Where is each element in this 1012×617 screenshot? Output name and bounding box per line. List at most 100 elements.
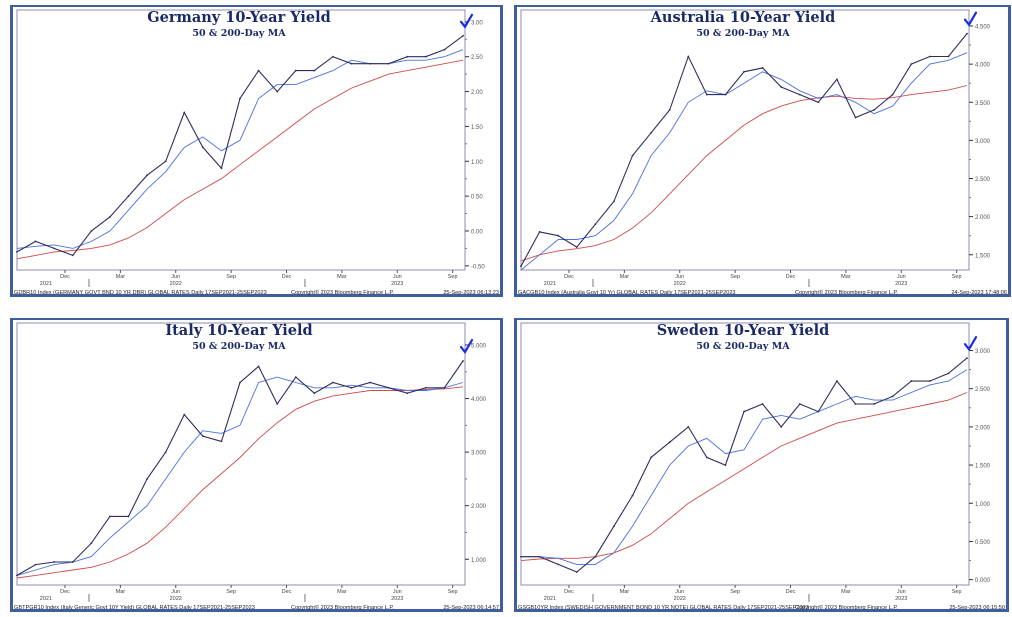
x-tick-label: Mar — [841, 274, 851, 280]
data-point — [557, 234, 560, 237]
chart-title: Sweden 10-Year Yield — [656, 322, 830, 339]
y-tick-label: 1.00 — [471, 160, 483, 166]
data-point — [294, 376, 297, 379]
y-tick-label: 2.00 — [471, 90, 483, 96]
x-tick-label: Dec — [282, 589, 292, 595]
data-point — [239, 381, 241, 384]
y-tick-label: -0.50 — [471, 264, 485, 270]
x-tick-label: Mar — [337, 274, 347, 280]
data-point — [109, 216, 111, 218]
data-point — [34, 240, 37, 243]
data-point — [928, 380, 931, 382]
y-tick-label: 4.000 — [471, 397, 487, 403]
footer-copyright: Copyright© 2023 Bloomberg Finance L.P. — [795, 289, 898, 296]
data-point — [90, 230, 93, 232]
x-tick-label: Jun — [393, 274, 402, 280]
data-point — [538, 230, 541, 233]
x-year-label: 2023 — [895, 281, 907, 287]
checkmark-icon — [963, 11, 978, 27]
x-tick-label: Sep — [226, 589, 236, 595]
x-tick-label: Mar — [620, 589, 630, 595]
data-point — [313, 69, 316, 72]
data-point — [724, 93, 727, 96]
x-tick-label: Dec — [60, 274, 70, 280]
data-point — [594, 555, 597, 558]
chart-panel-sweden: Sweden 10-Year Yield 50 & 200-Day MA 3.0… — [514, 318, 1009, 612]
y-tick-label: 1.000 — [975, 502, 991, 508]
x-tick-label: Dec — [282, 274, 292, 280]
x-tick-label: Sep — [226, 274, 236, 280]
data-point — [16, 250, 18, 253]
data-point — [350, 62, 353, 65]
series-200-day-ma — [520, 392, 968, 562]
series-yield — [521, 357, 968, 573]
y-tick-label: 2.000 — [471, 504, 487, 510]
chart-title: Germany 10-Year Yield — [147, 9, 331, 26]
data-point — [910, 63, 913, 66]
data-point — [239, 97, 241, 100]
data-point — [220, 440, 223, 443]
data-point — [220, 167, 223, 170]
data-point — [613, 525, 615, 528]
y-tick-label: 3.00 — [471, 20, 483, 26]
data-point — [183, 111, 186, 114]
y-tick-label: 2.500 — [975, 177, 991, 183]
data-point — [520, 265, 522, 268]
data-point — [146, 174, 148, 177]
data-point — [369, 381, 371, 384]
data-point — [257, 69, 260, 72]
data-point — [966, 32, 968, 35]
y-tick-label: 4.000 — [975, 63, 991, 69]
data-point — [127, 515, 130, 518]
chart-subtitle: 50 & 200-Day MA — [192, 341, 286, 352]
data-point — [276, 90, 279, 93]
data-point — [836, 78, 838, 81]
chart-panel-italy: Italy 10-Year Yield 50 & 200-Day MA 5.00… — [10, 318, 503, 612]
data-point — [406, 392, 409, 395]
data-point — [575, 246, 578, 249]
data-point — [817, 101, 820, 104]
data-point — [350, 386, 353, 389]
y-tick-label: 3.500 — [975, 101, 991, 107]
y-tick-label: 2.50 — [471, 55, 483, 61]
data-point — [743, 410, 745, 413]
data-point — [90, 542, 93, 545]
data-point — [873, 403, 875, 405]
data-point — [443, 386, 446, 389]
data-point — [53, 247, 56, 250]
data-point — [761, 67, 764, 69]
x-tick-label: Mar — [116, 274, 126, 280]
x-year-label: 2021 — [544, 281, 556, 287]
y-tick-label: 2.500 — [975, 387, 991, 393]
data-point — [520, 555, 522, 558]
data-point — [276, 403, 279, 405]
plot-area — [16, 9, 466, 271]
footer-timestamp: 25-Sep-2023 06:13:23 — [443, 290, 499, 296]
chart-germany: 3.00 2.50 2.00 1.50 1.00 0.50 0.00 -0.50 Dec Mar J… — [14, 9, 499, 296]
series-200-day-ma — [16, 386, 464, 579]
data-point — [332, 381, 334, 384]
x-year-label: 2021 — [544, 596, 556, 602]
footer-timestamp: 24-Sep-2023 17:48:06 — [951, 290, 1007, 296]
data-point — [34, 563, 37, 566]
chart-title: Australia 10-Year Yield — [650, 9, 836, 26]
series-50-day-ma — [16, 376, 464, 576]
x-year-label: 2023 — [895, 596, 907, 602]
data-point — [387, 386, 390, 389]
data-point — [71, 561, 74, 563]
footer-copyright: Copyright© 2023 Bloomberg Finance L.P. — [291, 289, 394, 296]
data-point — [631, 494, 634, 497]
data-point — [443, 48, 446, 51]
x-tick-label: Sep — [730, 274, 740, 280]
x-tick-label: Dec — [564, 274, 574, 280]
plot-area — [16, 322, 466, 586]
data-point — [873, 108, 875, 111]
footer-source: GSGB10YR Index (SWEDISH GOVERNMENT BOND … — [518, 605, 809, 611]
y-tick-label: 1.500 — [975, 253, 991, 259]
x-tick-label: Mar — [116, 589, 126, 595]
x-tick-label: Jun — [897, 274, 906, 280]
checkmark-icon — [963, 336, 978, 352]
x-year-label: 2022 — [674, 281, 686, 287]
data-point — [650, 456, 652, 459]
series-yield — [520, 33, 968, 267]
